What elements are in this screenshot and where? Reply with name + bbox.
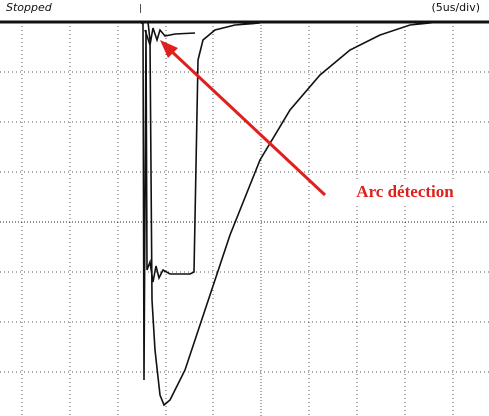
page: {"header": {"status": "Stopped", "timeba… (0, 0, 489, 416)
trace-long (148, 22, 440, 405)
annotation-label: Arc détection (356, 182, 454, 201)
trigger-marker: | (139, 4, 142, 14)
graticule (0, 22, 489, 416)
trace-noise (145, 28, 195, 45)
scope-screen: Stopped (5us/div) | Arc détection (0, 0, 489, 416)
status-label: Stopped (6, 1, 53, 14)
timebase-label: (5us/div) (431, 1, 480, 14)
annotation-arrow (168, 48, 325, 195)
